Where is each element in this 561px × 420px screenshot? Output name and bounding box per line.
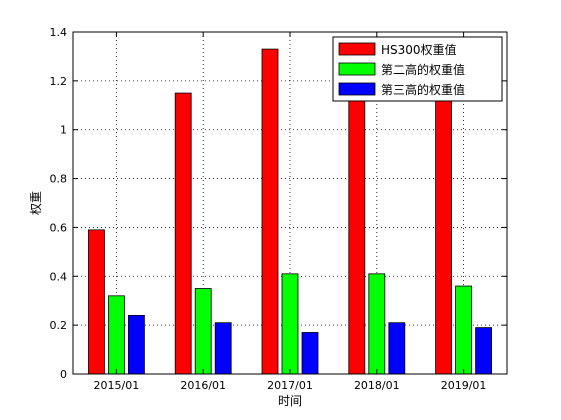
legend-label: 第二高的权重值 — [381, 62, 465, 77]
y-tick-label: 0.2 — [50, 319, 68, 332]
y-axis-label: 权重 — [29, 191, 43, 215]
bar-series-2 — [455, 285, 473, 375]
y-tick-label: 1.2 — [50, 75, 68, 88]
y-axis: 0 0.2 0.4 0.6 0.8 1 1.2 1.4 — [50, 26, 507, 381]
x-tick-label: 2015/01 — [94, 379, 140, 392]
bar-series-3 — [301, 332, 319, 375]
legend-swatch — [338, 42, 376, 56]
legend-swatch — [338, 82, 376, 96]
x-tick-label: 2016/01 — [180, 379, 226, 392]
bars-group — [88, 48, 493, 375]
bar-series-3 — [127, 314, 145, 375]
y-tick-label: 0.4 — [50, 270, 68, 283]
legend-label: HS300权重值 — [381, 42, 457, 57]
bar-series-2 — [281, 273, 299, 375]
bar-series-1 — [88, 229, 105, 375]
x-axis-label: 时间 — [278, 394, 302, 408]
y-tick-label: 1.4 — [50, 26, 68, 39]
bar-series-2 — [194, 288, 212, 375]
x-tick-label: 2018/01 — [354, 379, 400, 392]
legend-swatch — [338, 62, 376, 76]
y-tick-label: 1 — [60, 124, 67, 137]
bar-series-1 — [261, 48, 279, 375]
x-tick-label: 2019/01 — [441, 379, 487, 392]
bar-series-2 — [108, 295, 125, 375]
bar-series-3 — [388, 322, 406, 375]
legend-label: 第三高的权重值 — [381, 82, 465, 97]
bar-series-1 — [435, 53, 453, 375]
bar-series-3 — [475, 327, 493, 375]
y-tick-label: 0.8 — [50, 173, 68, 186]
bar-series-1 — [174, 92, 192, 375]
x-tick-label: 2017/01 — [267, 379, 313, 392]
bar-series-2 — [368, 273, 386, 375]
y-tick-label: 0.6 — [50, 221, 68, 234]
x-axis: 2015/01 2016/01 2017/01 2018/01 2019/01 — [94, 32, 487, 392]
bar-series-3 — [214, 322, 232, 375]
y-tick-label: 0 — [60, 368, 67, 381]
